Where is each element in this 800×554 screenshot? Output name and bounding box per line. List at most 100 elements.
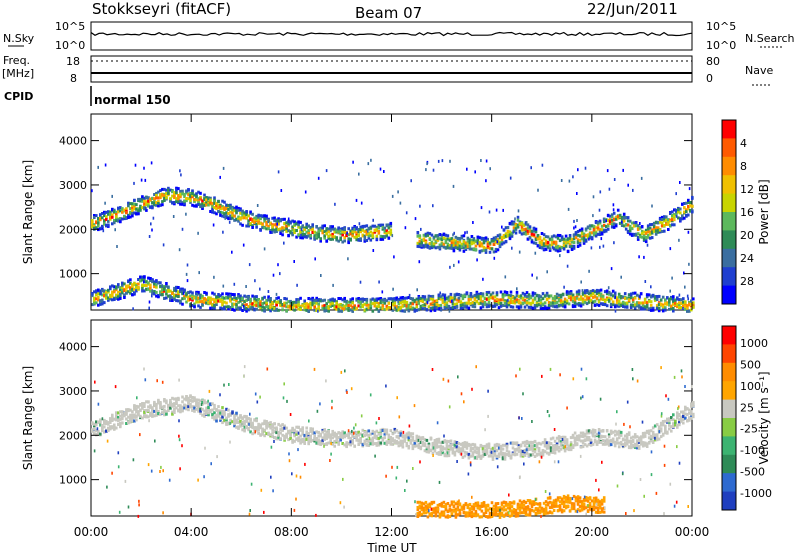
echo-cell: [141, 416, 144, 420]
echo-cell: [393, 297, 397, 301]
echo-cell: [237, 293, 240, 297]
echo-cell: [389, 221, 393, 225]
echo-cell: [453, 306, 457, 309]
echo-cell: [399, 299, 403, 303]
echo-cell: [612, 211, 616, 215]
echo-cell: [161, 288, 164, 292]
echo-cell: [245, 419, 248, 423]
echo-cell: [572, 241, 576, 244]
freq-tick-high: 18: [66, 55, 80, 68]
echo-cell: [430, 246, 434, 250]
echo-cell: [529, 305, 533, 309]
echo-cell: [675, 214, 678, 218]
echo-cell: [351, 305, 354, 309]
echo-cell: [437, 452, 441, 456]
echo-cell: [615, 301, 619, 305]
echo-cell: [454, 246, 458, 249]
echo-cell: [319, 432, 322, 436]
echo-cell: [279, 227, 282, 231]
echo-cell: [444, 246, 448, 250]
echo-cell: [468, 244, 472, 248]
echo-cell: [599, 288, 603, 292]
echo-cell: [311, 298, 314, 302]
echo-cell: [107, 212, 110, 216]
echo-cell: [165, 282, 168, 285]
echo-cell: [381, 290, 384, 294]
echo-cell: [369, 238, 373, 242]
echo-cell: [285, 224, 288, 228]
echo-cell: [229, 297, 232, 301]
echo-cell: [209, 198, 212, 202]
echo-cell: [524, 229, 528, 233]
echo-cell: [419, 304, 423, 308]
echo-cell: [247, 428, 250, 432]
echo-cell: [195, 194, 198, 198]
echo-cell: [553, 295, 557, 299]
echo-cell: [525, 221, 528, 224]
echo-cell: [425, 448, 429, 452]
echo-cell: [191, 408, 194, 412]
echo-cell: [369, 438, 373, 442]
echo-cell: [507, 296, 511, 300]
echo-cell: [533, 304, 537, 307]
echo-cell: [457, 260, 460, 264]
echo-cell: [139, 275, 142, 279]
echo-cell: [349, 431, 352, 435]
echo-cell: [221, 307, 224, 311]
echo-cell: [691, 204, 694, 208]
echo-cell: [401, 439, 405, 443]
echo-cell: [329, 434, 332, 438]
echo-cell: [233, 218, 236, 222]
echo-cell: [143, 409, 146, 413]
echo-cell: [570, 244, 574, 248]
echo-cell: [299, 438, 302, 442]
echo-cell: [227, 414, 230, 418]
echo-cell: [261, 430, 264, 434]
echo-cell: [245, 309, 248, 313]
echo-cell: [148, 235, 151, 238]
echo-cell: [465, 301, 469, 305]
echo-cell: [673, 214, 676, 218]
echo-cell: [181, 409, 184, 413]
echo-cell: [271, 216, 274, 220]
nsearch-label: N.Search: [745, 32, 795, 45]
echo-cell: [239, 208, 242, 212]
echo-cell: [325, 228, 328, 232]
echo-cell: [643, 300, 647, 304]
echo-cell: [243, 294, 246, 298]
echo-cell: [671, 215, 674, 219]
echo-cell: [301, 427, 304, 431]
echo-cell: [516, 215, 520, 219]
echo-cell: [215, 300, 218, 304]
echo-cell: [375, 429, 379, 433]
echo-cell: [622, 212, 626, 216]
echo-cell: [550, 238, 554, 242]
echo-cell: [534, 238, 538, 242]
echo-cell: [633, 306, 637, 310]
echo-cell: [263, 219, 266, 223]
echo-cell: [185, 407, 188, 411]
echo-cell: [627, 293, 631, 297]
echo-cell: [297, 233, 300, 237]
echo-cell: [469, 449, 473, 453]
echo-cell: [199, 205, 202, 209]
echo-cell: [281, 226, 284, 230]
echo-cell: [109, 285, 112, 289]
echo-cell: [679, 211, 682, 215]
echo-cell: [265, 432, 268, 436]
echo-cell: [608, 218, 612, 222]
echo-cell: [141, 195, 144, 199]
echo-cell: [439, 452, 443, 456]
echo-cell: [319, 434, 322, 438]
echo-cell: [105, 429, 108, 433]
echo-cell: [175, 188, 178, 192]
echo-cell: [283, 424, 286, 428]
echo-cell: [333, 230, 336, 234]
echo-cell: [495, 300, 499, 304]
echo-cell: [353, 228, 356, 232]
echo-cell: [477, 449, 481, 453]
echo-cell: [165, 188, 168, 192]
echo-cell: [446, 246, 450, 250]
echo-cell: [141, 278, 144, 282]
echo-cell: [678, 298, 681, 302]
